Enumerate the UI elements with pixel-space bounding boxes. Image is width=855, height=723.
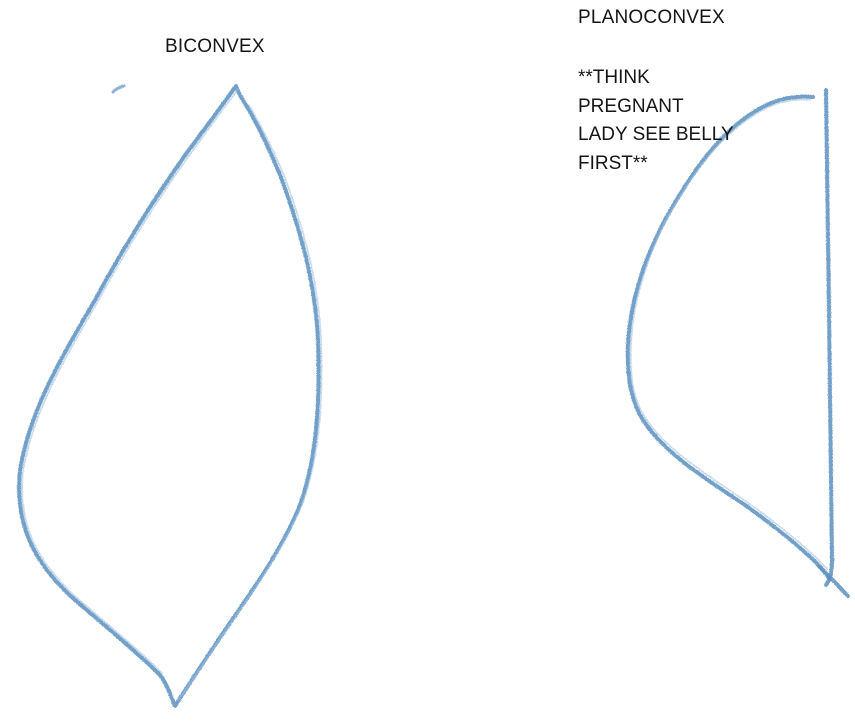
planoconvex-end-tick	[816, 564, 832, 582]
planoconvex-curved-side	[625, 94, 850, 598]
planoconvex-label: PLANOCONVEX	[578, 7, 725, 28]
planoconvex-curved-grain	[630, 98, 828, 570]
biconvex-lens-shape	[17, 84, 323, 708]
biconvex-outline-grain	[21, 88, 323, 701]
note-line: FIRST**	[578, 152, 648, 174]
note-line: PREGNANT	[578, 95, 684, 117]
note-line: **THINK	[578, 67, 650, 88]
planoconvex-lens-shape	[625, 88, 850, 598]
note-line: LADY SEE BELLY	[578, 124, 734, 145]
planoconvex-mnemonic-note: **THINK PREGNANT LADY SEE BELLY FIRST**	[578, 64, 734, 178]
biconvex-label: BICONVEX	[165, 36, 265, 57]
planoconvex-flat-side	[824, 88, 834, 587]
biconvex-stray-mark	[111, 84, 126, 94]
biconvex-outline	[17, 84, 321, 708]
